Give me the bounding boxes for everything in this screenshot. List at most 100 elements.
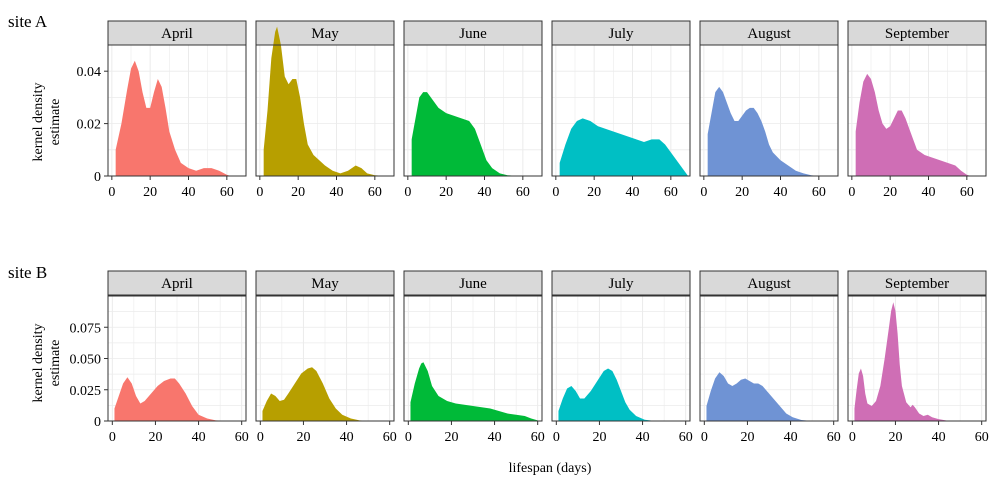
panel-border-site1-april [107,44,247,177]
panel-site2-june: June 0 20 40 60 [403,270,545,445]
strip-site2-april [107,270,247,296]
x-tick-label-site1-july-60: 60 [664,185,678,200]
x-tick-label-site2-april-60: 60 [235,430,249,445]
x-axis-site2-july: 0 20 40 60 [553,421,693,445]
density-area-site1-july [559,118,689,176]
x-tick-label-site1-april-60: 60 [220,185,234,200]
y-tick-label-site2-3: 0.075 [70,321,102,336]
x-tick-label-site1-june-40: 40 [478,185,492,200]
density-area-site2-september [854,302,950,421]
x-tick-label-site2-june-20: 20 [444,430,458,445]
panel-border-site2-may [255,295,395,422]
x-tick-label-site1-may-60: 60 [368,185,382,200]
strip-label-site1-june: June [459,26,487,42]
panel-border-site1-july [551,44,691,177]
x-tick-label-site1-april-0: 0 [108,185,115,200]
x-tick-label-site2-may-60: 60 [383,430,397,445]
y-tick-label-site2-1: 0.025 [70,384,102,399]
density-area-site1-may [263,26,387,176]
strip-site1-april [107,20,247,46]
panel-site1-august: August 0 20 40 60 [699,20,839,200]
strip-label-site1-april: April [161,26,193,42]
x-tick-label-site2-july-40: 40 [636,430,650,445]
x-axis-site2-september: 0 20 40 60 [849,421,989,445]
x-axis-site1-may: 0 20 40 60 [256,176,382,200]
x-tick-label-site2-july-60: 60 [679,430,693,445]
x-tick-label-site1-august-0: 0 [700,185,707,200]
x-tick-label-site2-july-0: 0 [553,430,560,445]
strip-site1-september [847,20,987,46]
strip-site2-may [255,270,395,296]
y-axis-site1: 0 0.02 0.04 [77,65,108,185]
panel-site1-april: April 0 20 40 60 0 0.02 0.04 [77,20,247,200]
panel-site2-august: August 0 20 40 60 [699,270,841,445]
x-axis-title: lifespan (days) [509,461,592,476]
strip-label-site2-june: June [459,276,487,292]
panel-site2-may: May 0 20 40 60 [255,270,397,445]
strip-site2-june [403,270,543,296]
x-axis-site2-august: 0 20 40 60 [701,421,841,445]
panel-site1-september: September 0 20 40 60 [847,20,987,200]
x-tick-label-site1-may-20: 20 [291,185,305,200]
x-tick-label-site2-september-40: 40 [932,430,946,445]
x-tick-label-site2-august-0: 0 [701,430,708,445]
x-tick-label-site2-may-40: 40 [340,430,354,445]
x-tick-label-site1-september-60: 60 [960,185,974,200]
x-tick-label-site1-april-40: 40 [182,185,196,200]
x-tick-label-site2-june-40: 40 [488,430,502,445]
grid-site2-june [404,295,542,422]
x-tick-label-site2-july-20: 20 [592,430,606,445]
strip-label-site2-september: September [885,276,949,292]
x-tick-label-site2-september-60: 60 [975,430,989,445]
site-b-ylabel: kernel density estimate [31,324,63,403]
x-tick-label-site1-july-0: 0 [552,185,559,200]
x-tick-label-site1-september-40: 40 [922,185,936,200]
x-tick-label-site1-september-20: 20 [883,185,897,200]
x-tick-label-site2-april-20: 20 [148,430,162,445]
y-tick-label-site1-2: 0.04 [77,65,102,80]
y-axis-site2: 0 0.025 0.050 0.075 [70,321,108,430]
density-area-site2-may [262,367,373,421]
density-area-site2-april [114,377,231,421]
site-a-label: site A [8,12,48,31]
x-axis-site1-august: 0 20 40 60 [700,176,826,200]
density-area-site1-august [707,86,819,176]
strip-site2-september [847,270,987,296]
site-b-row: site B kernel density estimate April 0 20 40… [8,263,989,445]
strip-label-site1-september: September [885,26,949,42]
x-axis-site2-may: 0 20 40 60 [257,421,397,445]
x-tick-label-site2-september-0: 0 [849,430,856,445]
strip-label-site2-april: April [161,276,193,292]
strip-site2-july [551,270,691,296]
x-tick-label-site2-june-0: 0 [405,430,412,445]
x-tick-label-site1-may-40: 40 [330,185,344,200]
x-tick-label-site2-august-40: 40 [784,430,798,445]
density-area-site2-july [558,368,656,421]
panel-border-site1-september [847,44,987,177]
x-tick-label-site2-september-20: 20 [888,430,902,445]
x-axis-site1-july: 0 20 40 60 [552,176,678,200]
density-area-site1-june [411,92,519,176]
panel-border-site2-june [403,295,543,422]
y-tick-label-site1-0: 0 [94,170,101,185]
x-tick-label-site2-may-0: 0 [257,430,264,445]
strip-label-site2-may: May [311,276,339,292]
strip-label-site1-july: July [608,26,634,42]
site-b-label: site B [8,263,47,282]
panel-site1-july: July 0 20 40 60 [551,20,691,200]
panel-border-site2-august [699,295,839,422]
strip-label-site2-july: July [608,276,634,292]
x-tick-label-site1-june-60: 60 [516,185,530,200]
y-tick-label-site2-0: 0 [94,415,101,430]
x-tick-label-site2-april-0: 0 [109,430,116,445]
panel-border-site1-may [255,44,395,177]
x-axis-site2-april: 0 20 40 60 [109,421,249,445]
x-tick-label-site1-september-0: 0 [848,185,855,200]
density-area-site2-august [706,372,813,421]
x-tick-label-site1-may-0: 0 [256,185,263,200]
x-tick-label-site1-august-20: 20 [735,185,749,200]
panel-border-site2-july [551,295,691,422]
x-tick-label-site1-june-0: 0 [404,185,411,200]
density-area-site2-june [410,362,538,421]
